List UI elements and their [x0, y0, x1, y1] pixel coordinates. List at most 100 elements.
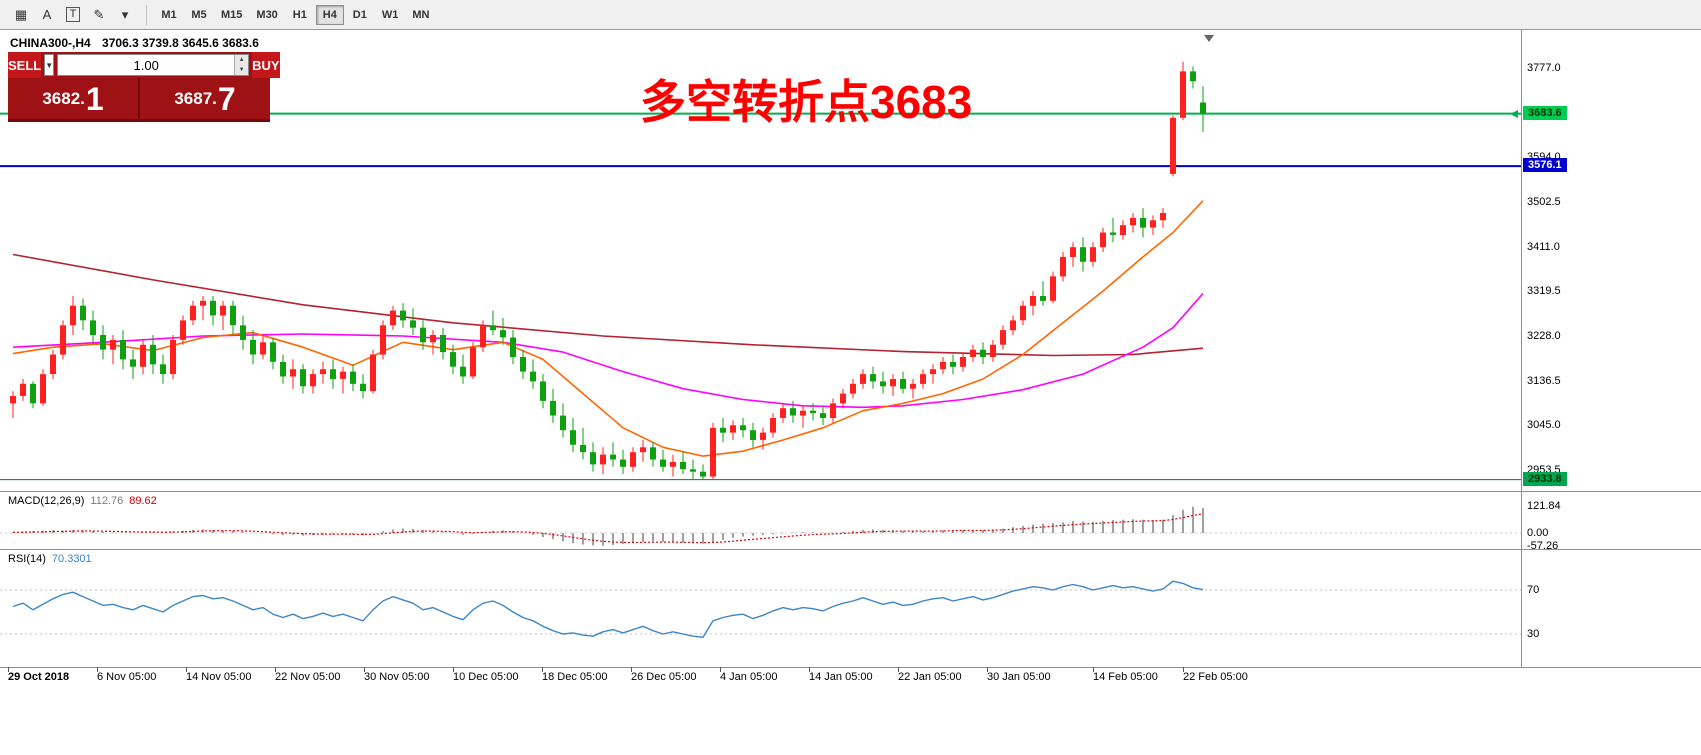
candle-body: [60, 325, 66, 355]
volume-box: ▲ ▼: [57, 54, 250, 76]
candle-body: [1180, 71, 1186, 118]
timeframe-button-w1[interactable]: W1: [381, 8, 399, 21]
timeframe-button-m5[interactable]: M5: [191, 8, 207, 21]
chart-title: CHINA300-,H4 3706.3 3739.8 3645.6 3683.6: [10, 36, 259, 50]
price-tag-3576.1: 3576.1: [1523, 158, 1567, 173]
candle-body: [910, 383, 916, 389]
candle-body: [300, 369, 306, 387]
macd-pane-svg[interactable]: [0, 492, 1522, 549]
ma-mid-line: [12, 292, 1204, 409]
candle-body: [100, 335, 106, 350]
volume-input[interactable]: [58, 55, 249, 75]
price-axis-label: 3045.0: [1527, 419, 1561, 432]
candle-body: [150, 344, 156, 365]
candle-body: [290, 369, 296, 377]
price-axis-label: 3411.0: [1527, 240, 1560, 253]
candle-body: [1160, 213, 1166, 221]
candle-body: [800, 410, 806, 416]
candle-body: [180, 320, 186, 340]
candle-body: [80, 305, 86, 321]
draw-tool-caret-icon: ▾: [121, 6, 129, 22]
time-tick: [809, 667, 810, 672]
time-axis-label: 18 Dec 05:00: [542, 671, 608, 683]
grid-tool-icon: ▦: [14, 6, 28, 22]
candle-body: [1140, 217, 1146, 228]
candle-body: [630, 452, 636, 467]
time-axis-label: 22 Nov 05:00: [275, 671, 341, 683]
rsi-name: RSI(14): [8, 553, 46, 565]
candle-body: [430, 335, 436, 343]
text-label-tool-icon[interactable]: T: [60, 4, 86, 26]
price-axis-label: 3136.5: [1527, 374, 1561, 387]
buy-price[interactable]: 3687. 7: [140, 78, 270, 119]
time-axis-label: 6 Nov 05:00: [97, 671, 157, 683]
time-axis-label: 29 Oct 2018: [8, 671, 70, 683]
candle-body: [870, 374, 876, 382]
timeframe-button-h1[interactable]: H1: [292, 8, 307, 21]
candle-body: [770, 418, 776, 433]
candle-body: [810, 410, 816, 414]
candle-body: [190, 305, 196, 321]
candle-body: [270, 342, 276, 362]
candle-body: [700, 471, 706, 477]
candle-body: [660, 459, 666, 467]
timeframe-button-m15[interactable]: M15: [221, 8, 243, 21]
candle-body: [620, 459, 626, 467]
toolbar: ▦ A T ✎ ▾ M1 M5 M15 M30 H1 H4 D1 W1 MN: [0, 0, 1701, 30]
toolbar-tools-group: ▦ A T ✎ ▾: [8, 4, 138, 26]
candle-body: [1170, 117, 1176, 174]
candle-body: [280, 361, 286, 377]
chart-window[interactable]: CHINA300-,H4 3706.3 3739.8 3645.6 3683.6…: [0, 30, 1701, 755]
candle-body: [1120, 225, 1126, 235]
annotation-text[interactable]: 多空转折点3683: [640, 76, 973, 128]
candle-body: [330, 369, 336, 379]
grid-tool-icon[interactable]: ▦: [8, 4, 34, 26]
rsi-pane-svg[interactable]: [0, 550, 1522, 667]
candle-body: [370, 354, 376, 392]
draw-tool-caret-icon[interactable]: ▾: [112, 4, 138, 26]
candle-body: [960, 357, 966, 367]
volume-dropdown[interactable]: ▼: [44, 54, 55, 76]
candle-body: [560, 415, 566, 431]
timeframe-button-m30[interactable]: M30: [256, 8, 278, 21]
pane-separator[interactable]: [0, 549, 1701, 550]
volume-down-button[interactable]: ▼: [235, 65, 249, 75]
pane-separator[interactable]: [0, 491, 1701, 492]
trade-panel-top-row: SELL ▼ ▲ ▼ BUY: [8, 52, 280, 78]
time-tick: [186, 667, 187, 672]
price-chart-svg[interactable]: [0, 30, 1522, 491]
candle-body: [980, 349, 986, 357]
text-label-tool-icon: T: [65, 7, 81, 22]
sell-price[interactable]: 3682. 1: [8, 78, 138, 119]
sell-price-main: 3682.: [42, 88, 85, 108]
candle-body: [860, 374, 866, 384]
time-axis-label: 14 Feb 05:00: [1093, 671, 1158, 683]
toolbar-separator: [146, 4, 147, 25]
candle-body: [470, 347, 476, 377]
candle-body: [710, 427, 716, 477]
candle-body: [230, 305, 236, 326]
timeframe-button-mn[interactable]: MN: [412, 8, 430, 21]
macd-main-value: 112.76: [90, 495, 124, 507]
candle-body: [380, 325, 386, 355]
rsi-label: RSI(14) 70.3301: [8, 553, 92, 565]
buy-button[interactable]: BUY: [252, 52, 280, 78]
candle-body: [640, 447, 646, 453]
candle-body: [410, 320, 416, 328]
candle-body: [40, 374, 46, 404]
candle-body: [540, 381, 546, 401]
candle-body: [930, 369, 936, 375]
sell-button[interactable]: SELL: [8, 52, 42, 78]
candle-body: [850, 383, 856, 394]
volume-up-button[interactable]: ▲: [235, 55, 249, 65]
timeframe-button-m1[interactable]: M1: [161, 8, 177, 21]
draw-tool-icon[interactable]: ✎: [86, 4, 112, 26]
timeframe-button-d1[interactable]: D1: [352, 8, 367, 21]
timeframe-button-h4[interactable]: H4: [315, 4, 344, 25]
macd-axis-label: 0.00: [1527, 527, 1549, 539]
font-tool-icon[interactable]: A: [34, 4, 60, 26]
draw-tool-icon: ✎: [93, 6, 105, 22]
trade-panel-divider: [138, 78, 140, 119]
candle-body: [600, 454, 606, 465]
chart-shift-marker-icon[interactable]: [1204, 35, 1214, 42]
